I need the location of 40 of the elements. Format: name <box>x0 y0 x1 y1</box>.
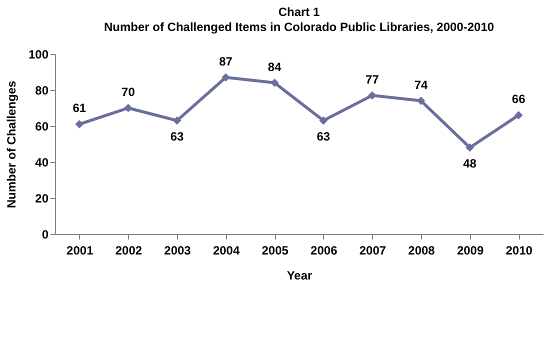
y-tick-label: 60 <box>35 120 49 134</box>
x-tick-label: 2002 <box>115 244 142 258</box>
x-tick-label: 2007 <box>359 244 386 258</box>
data-label: 48 <box>463 156 477 171</box>
data-label: 84 <box>268 60 282 74</box>
point <box>514 111 523 120</box>
point <box>466 143 474 152</box>
data-label: 70 <box>122 85 136 99</box>
chart-subtitle: Number of Challenged Items in Colorado Public Libraries, 2000-2010 <box>104 20 494 34</box>
x-axis-title: Year <box>286 268 313 282</box>
point <box>124 104 132 112</box>
point <box>416 96 426 105</box>
x-tick-label: 2008 <box>408 244 436 258</box>
y-axis-title: Number of Challenges <box>4 80 18 208</box>
point <box>368 91 376 100</box>
point <box>172 116 182 125</box>
y-tick-label: 80 <box>35 84 49 98</box>
point <box>222 73 230 82</box>
y-tick-label: 20 <box>35 192 49 206</box>
x-tick-label: 2006 <box>310 244 338 258</box>
y-tick-label: 100 <box>28 48 49 62</box>
point <box>319 116 328 125</box>
data-label: 87 <box>219 54 233 68</box>
x-tick-label: 2009 <box>456 244 484 258</box>
x-tick-label: 2001 <box>66 244 94 258</box>
data-label: 63 <box>316 130 330 144</box>
x-tick-label: 2004 <box>212 244 240 258</box>
data-label: 74 <box>414 78 428 92</box>
point <box>75 120 84 128</box>
x-tick-label: 2005 <box>262 244 289 258</box>
y-tick-label: 40 <box>35 156 49 170</box>
data-label: 77 <box>366 72 380 86</box>
x-tick-label: 2003 <box>164 244 192 258</box>
chart-title: Chart 1 <box>278 5 320 19</box>
y-tick-label: 0 <box>42 228 49 242</box>
data-label: 66 <box>512 92 526 106</box>
point <box>270 78 279 87</box>
x-tick-label: 2010 <box>506 244 533 258</box>
data-label: 63 <box>170 130 184 144</box>
data-label: 61 <box>72 101 86 116</box>
